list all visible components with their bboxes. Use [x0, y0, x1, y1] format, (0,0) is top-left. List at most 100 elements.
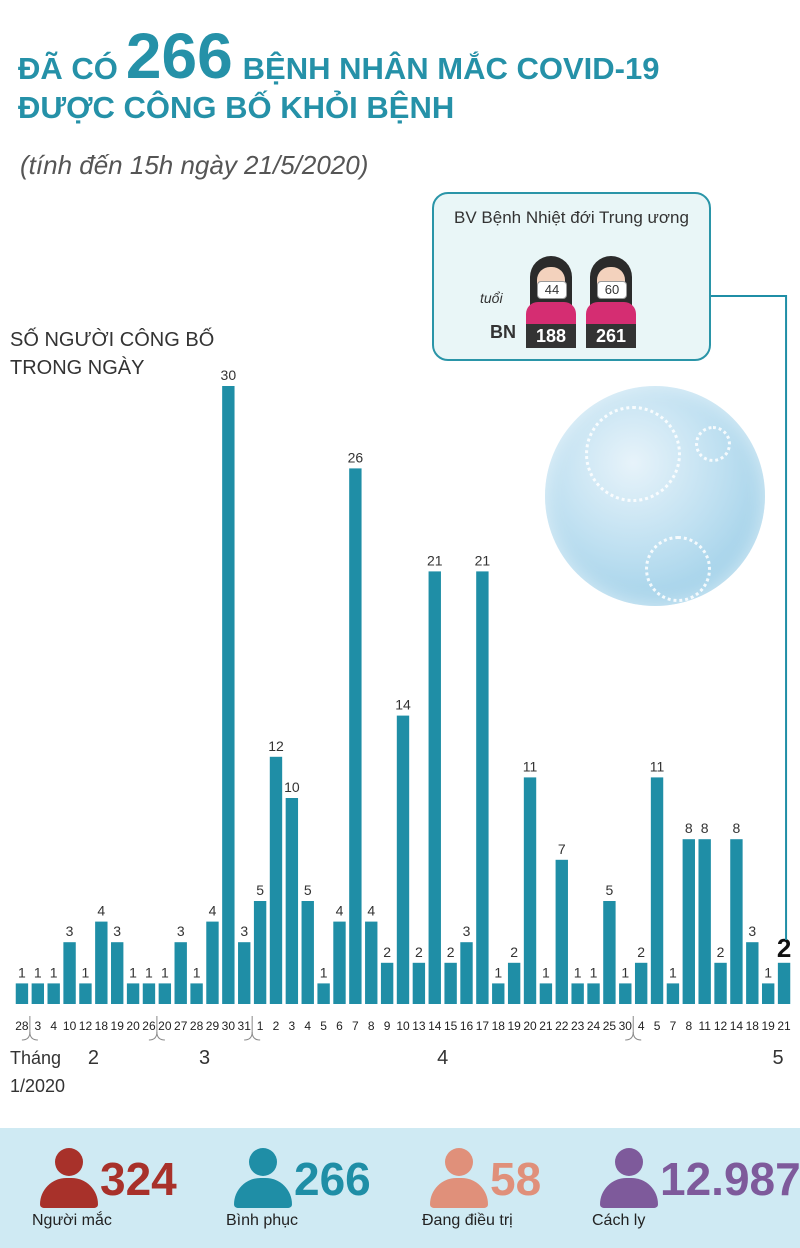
x-tick-label: 12 [714, 1019, 728, 1033]
data-label: 2 [415, 944, 423, 960]
x-tick-label: 17 [476, 1019, 490, 1033]
bar [111, 942, 124, 1004]
data-label: 1 [145, 964, 153, 980]
x-tick-label: 18 [95, 1019, 109, 1033]
data-label: 3 [66, 923, 74, 939]
x-tick-label: 25 [603, 1019, 617, 1033]
data-label: 11 [523, 758, 538, 774]
x-tick-label: 8 [685, 1019, 692, 1033]
bar [777, 962, 791, 1004]
month-label: 4 [437, 1047, 448, 1069]
data-label: 5 [606, 882, 614, 898]
bar [63, 942, 76, 1004]
data-label: 1 [621, 964, 629, 980]
x-tick-label: 14 [730, 1019, 744, 1033]
bar [746, 942, 759, 1004]
bar [269, 756, 283, 1004]
y-axis-label: SỐ NGƯỜI CÔNG BỐ TRONG NGÀY [10, 326, 214, 382]
bar [634, 962, 648, 1004]
callout-connector [706, 295, 788, 940]
data-label: 3 [748, 923, 756, 939]
bar [253, 901, 267, 1004]
stat-value: 12.987 [660, 1153, 800, 1205]
bar [682, 839, 695, 1004]
x-tick-label: 26 [142, 1019, 156, 1033]
hospital-callout: BV Bệnh Nhiệt đới Trung ương tuổi BN 44 … [432, 192, 711, 361]
data-label: 5 [304, 882, 312, 898]
bar [317, 983, 330, 1004]
x-tick-label: 27 [174, 1019, 188, 1033]
x-tick-label: 10 [396, 1019, 410, 1033]
x-tick-label: 19 [507, 1019, 521, 1033]
bar [285, 798, 299, 1004]
person-icon [232, 1148, 294, 1208]
bar [650, 777, 664, 1004]
x-tick-label: 15 [444, 1019, 458, 1033]
x-tick-label: 20 [126, 1019, 140, 1033]
stat-value: 324 [100, 1153, 177, 1205]
bar [47, 983, 60, 1004]
x-tick-label: 20 [523, 1019, 537, 1033]
bar [158, 983, 172, 1004]
x-tick-label: 23 [571, 1019, 585, 1033]
data-label: 8 [701, 820, 709, 836]
data-label: 14 [395, 697, 411, 713]
bar [460, 942, 473, 1004]
x-tick-label: 21 [539, 1019, 553, 1033]
data-label: 1 [82, 964, 90, 980]
x-tick-label: 22 [555, 1019, 569, 1033]
bar [206, 921, 219, 1004]
bar [238, 942, 251, 1004]
data-label: 26 [348, 449, 364, 465]
x-tick-label: 24 [587, 1019, 601, 1033]
data-label: 8 [733, 820, 741, 836]
data-label: 2 [637, 944, 645, 960]
x-tick-label: 18 [492, 1019, 506, 1033]
month-separator [251, 1031, 261, 1041]
x-tick-label: 6 [336, 1019, 343, 1033]
x-tick-label: 19 [111, 1019, 125, 1033]
data-label: 2 [717, 944, 725, 960]
x-tick-label: 16 [460, 1019, 474, 1033]
bar [428, 571, 441, 1004]
x-tick-label: 14 [428, 1019, 442, 1033]
x-tick-label: 9 [384, 1019, 391, 1033]
x-tick-label: 4 [638, 1019, 645, 1033]
data-label: 1 [494, 964, 502, 980]
data-label: 1 [193, 964, 201, 980]
y-axis-label-line1: SỐ NGƯỜI CÔNG BỐ [10, 329, 215, 351]
bar [396, 715, 410, 1004]
stat-label: Người mắc [32, 1212, 112, 1229]
data-label: 30 [221, 367, 237, 383]
x-tick-label: 10 [63, 1019, 77, 1033]
bar [571, 983, 584, 1004]
bar [412, 962, 426, 1004]
bar-chart: 1281314310112418319120126120327128429303… [10, 295, 791, 1096]
person-icon [428, 1148, 490, 1208]
title-number: 266 [125, 20, 233, 92]
patient-age: 44 [537, 281, 567, 299]
bar [31, 983, 45, 1004]
bar [380, 962, 394, 1004]
bar [539, 983, 553, 1004]
month-separator [156, 1031, 165, 1041]
virus-illustration-icon [545, 386, 765, 606]
bar [444, 962, 457, 1004]
page-title: ĐÃ CÓ 266 BỆNH NHÂN MẮC COVID-19 ĐƯỢC CÔ… [18, 20, 788, 126]
data-label: 7 [558, 841, 566, 857]
data-label: 1 [18, 964, 26, 980]
data-label: 5 [256, 882, 264, 898]
title-prefix: ĐÃ CÓ [18, 51, 118, 86]
x-tick-label: 8 [368, 1019, 375, 1033]
data-label: 2 [383, 944, 391, 960]
data-label: 1 [50, 964, 58, 980]
data-label: 2 [510, 944, 518, 960]
data-label: 3 [240, 923, 248, 939]
data-label: 1 [669, 964, 677, 980]
data-label: 11 [650, 758, 665, 774]
x-tick-label: 28 [15, 1019, 29, 1033]
data-label: 3 [463, 923, 471, 939]
x-tick-label: 1 [257, 1019, 264, 1033]
patient-age: 60 [597, 281, 627, 299]
bar [349, 468, 362, 1004]
